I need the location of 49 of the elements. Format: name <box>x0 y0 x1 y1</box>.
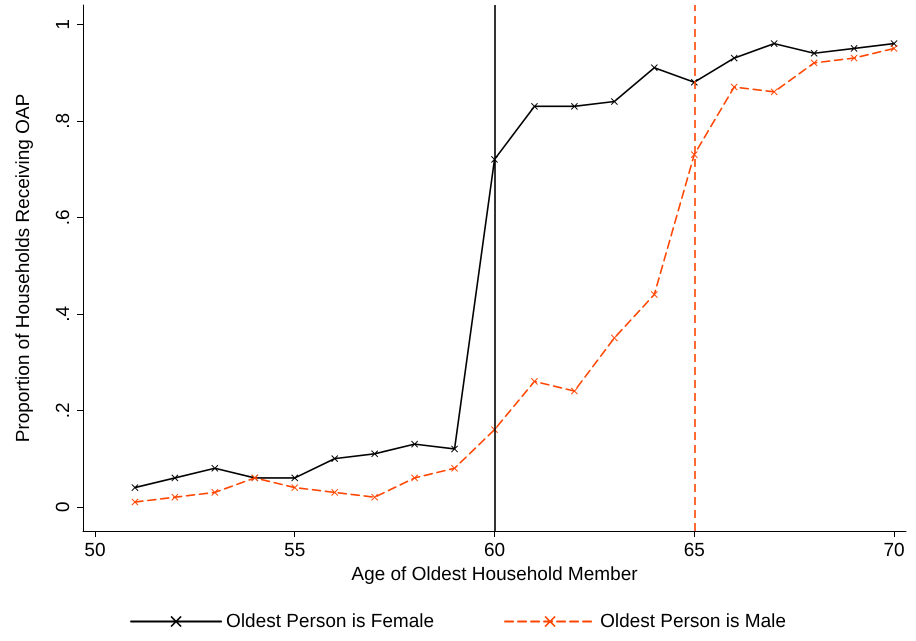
point <box>570 388 578 395</box>
point <box>730 54 738 62</box>
x-tick-label: 65 <box>684 540 705 561</box>
y-tick-label: .6 <box>53 209 74 226</box>
x-axis-title: Age of Oldest Household Member <box>351 564 638 585</box>
point <box>451 445 458 452</box>
point <box>650 64 658 72</box>
point <box>211 464 218 472</box>
point <box>690 151 698 158</box>
point <box>610 98 618 106</box>
point <box>451 464 458 472</box>
point <box>171 494 178 501</box>
point <box>730 84 738 91</box>
y-tick-label: .2 <box>53 402 74 418</box>
point <box>570 102 578 110</box>
point <box>850 54 858 62</box>
point <box>530 102 538 110</box>
y-tick-label: .8 <box>53 112 74 129</box>
point <box>530 378 538 385</box>
point <box>411 440 418 448</box>
point <box>291 484 298 492</box>
point <box>411 474 418 482</box>
x-tick-label: 70 <box>883 540 905 561</box>
point <box>810 50 818 57</box>
y-tick-label: .4 <box>53 305 74 322</box>
x-tick-label: 50 <box>84 540 106 561</box>
x-tick-label: 60 <box>484 540 506 561</box>
legend-label: Oldest Person is Male <box>600 611 786 632</box>
point <box>810 59 818 66</box>
point <box>171 474 178 482</box>
x-tick-label: 55 <box>284 540 306 561</box>
point <box>211 488 218 496</box>
point <box>131 498 138 506</box>
point <box>770 88 778 96</box>
point <box>770 40 778 48</box>
point <box>331 455 338 462</box>
point <box>331 488 338 496</box>
point <box>291 474 298 482</box>
legend-label: Oldest Person is Female <box>226 611 434 632</box>
y-axis-title: Proportion of Households Receiving OAP <box>13 94 34 442</box>
y-tick-label: 1 <box>53 19 74 30</box>
point <box>890 44 898 52</box>
point <box>371 494 378 501</box>
y-tick-label: 0 <box>53 502 74 512</box>
point <box>850 44 858 52</box>
point <box>610 334 618 342</box>
point <box>131 484 138 492</box>
point <box>650 291 658 298</box>
point <box>371 450 378 458</box>
